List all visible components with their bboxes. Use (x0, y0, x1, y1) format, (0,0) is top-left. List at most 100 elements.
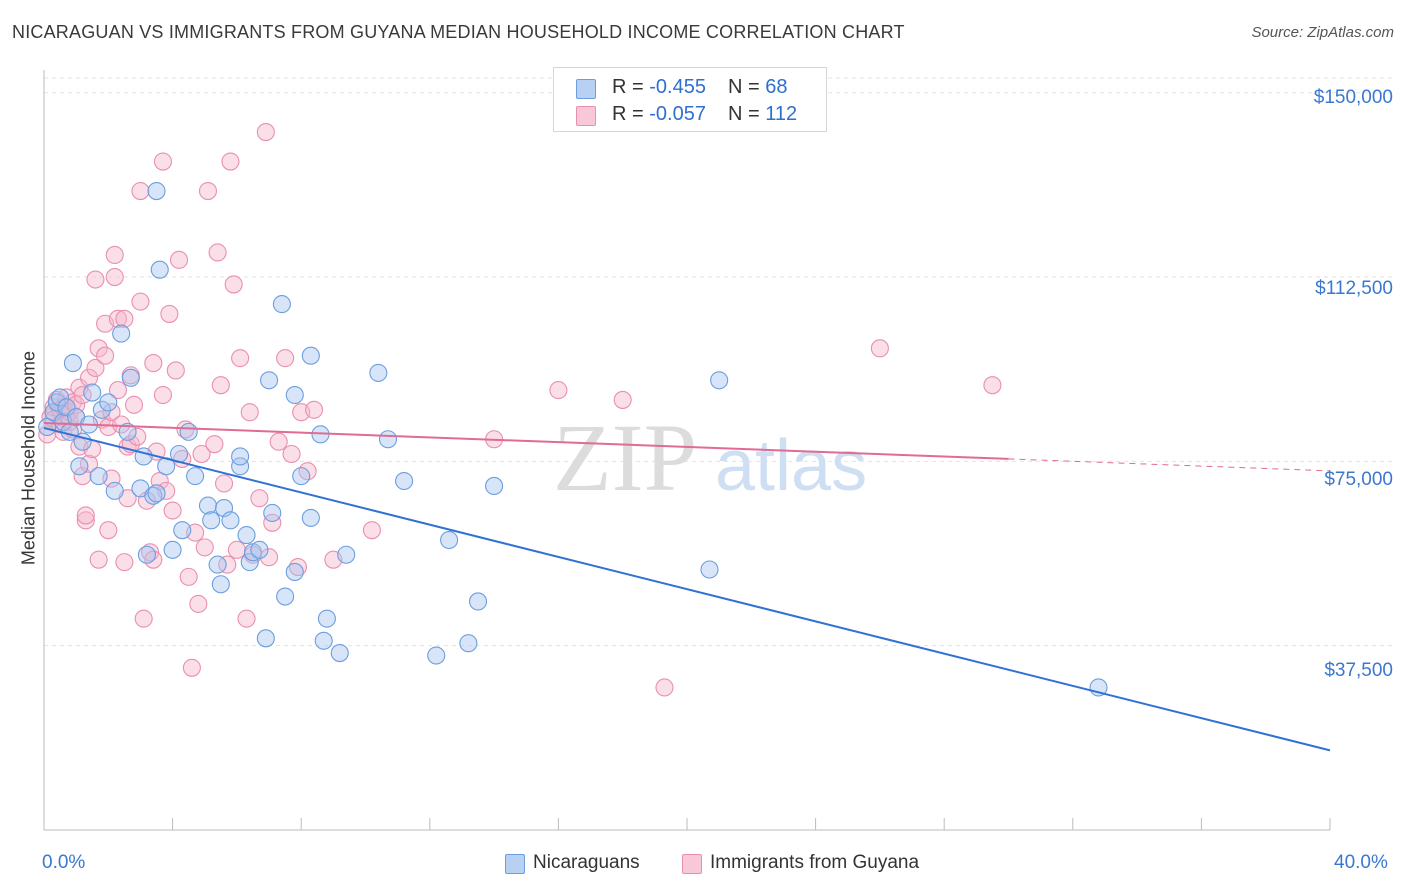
watermark-zip: ZIP (553, 404, 697, 511)
point-guyana (269, 432, 288, 451)
point-nicaraguan (147, 181, 166, 201)
point-guyana (86, 270, 105, 289)
legend-r-value: -0.455 (649, 76, 706, 98)
legend-n-label: N = (727, 76, 766, 98)
point-nicaraguan (285, 385, 304, 405)
point-guyana (79, 368, 99, 387)
legend-n-label: N = (727, 103, 766, 125)
point-nicaraguan (92, 400, 111, 419)
series-guyana-points (38, 123, 1002, 697)
point-guyana (99, 521, 118, 540)
point-guyana (182, 658, 201, 677)
x-tick-max: 40.0% (1334, 852, 1388, 873)
axes (43, 70, 1331, 831)
point-guyana (169, 250, 189, 269)
point-nicaraguan (57, 398, 76, 417)
point-guyana (214, 474, 234, 493)
point-guyana (549, 381, 568, 400)
point-nicaraguan (163, 540, 182, 559)
point-nicaraguan (63, 354, 82, 373)
point-nicaraguan (198, 496, 218, 515)
trend-lines (43, 422, 1331, 752)
point-nicaraguan (427, 646, 446, 665)
bottom-legend-swatch-blue (505, 854, 525, 874)
point-guyana (250, 489, 269, 508)
legend-swatch-pink (576, 106, 596, 126)
point-nicaraguan (459, 634, 478, 653)
legend-n-value: 112 (765, 103, 798, 125)
point-nicaraguan (186, 467, 205, 486)
point-guyana (195, 538, 214, 557)
legend-r-label: R = (612, 76, 650, 98)
point-nicaraguan (250, 540, 269, 559)
point-nicaraguan (317, 609, 336, 628)
point-guyana (128, 427, 147, 446)
point-guyana (655, 678, 674, 697)
point-nicaraguan (259, 371, 279, 390)
point-guyana (108, 381, 127, 400)
stats-legend: R = -0.455 N = 68 R = -0.057 N = 112 (553, 67, 827, 132)
point-nicaraguan (202, 511, 221, 530)
point-guyana (208, 243, 227, 262)
x-tick-min: 0.0% (42, 852, 86, 873)
point-guyana (231, 349, 250, 368)
point-nicaraguan (70, 457, 89, 476)
point-guyana (218, 555, 237, 574)
point-guyana (131, 292, 150, 311)
point-guyana (983, 376, 1002, 395)
point-nicaraguan (485, 476, 504, 495)
point-guyana (870, 339, 889, 358)
y-tick-37500: $37,500 (1324, 660, 1393, 681)
point-nicaraguan (99, 393, 118, 412)
point-nicaraguan (118, 422, 137, 441)
point-guyana (153, 385, 173, 405)
point-nicaraguan (51, 388, 70, 407)
point-guyana (305, 400, 324, 419)
watermark-atlas: atlas (715, 426, 867, 506)
point-nicaraguan (173, 521, 192, 540)
point-guyana (96, 346, 115, 365)
point-nicaraguan (710, 371, 729, 390)
point-nicaraguan (337, 545, 356, 564)
y-tick-75000: $75,000 (1324, 469, 1393, 490)
point-nicaraguan (144, 486, 163, 505)
point-guyana (115, 309, 134, 328)
point-guyana (240, 403, 259, 422)
y-axis-label: Median Household Income (18, 350, 39, 566)
point-nicaraguan (179, 422, 198, 441)
point-guyana (160, 304, 179, 323)
point-nicaraguan (147, 484, 166, 503)
trend-line-guyana-extension (1008, 458, 1331, 472)
y-tick-112500: $112,500 (1315, 278, 1393, 299)
point-guyana (76, 511, 95, 530)
point-nicaraguan (272, 295, 291, 314)
point-guyana (227, 540, 246, 559)
point-guyana (89, 339, 108, 358)
point-guyana (112, 415, 131, 434)
point-nicaraguan (395, 471, 414, 491)
point-guyana (198, 181, 218, 201)
point-guyana (144, 354, 163, 373)
point-nicaraguan (440, 530, 459, 550)
point-guyana (179, 567, 198, 586)
point-guyana (105, 268, 124, 287)
legend-n-value: 68 (765, 76, 788, 98)
point-guyana (613, 390, 632, 409)
point-nicaraguan (700, 560, 719, 579)
point-nicaraguan (378, 430, 398, 449)
trend-line-guyana (43, 422, 1009, 460)
point-nicaraguan (301, 346, 320, 365)
bottom-legend-label: Nicaraguans (533, 852, 640, 873)
chart-title: NICARAGUAN VS IMMIGRANTS FROM GUYANA MED… (12, 22, 905, 42)
point-guyana (108, 309, 127, 328)
point-nicaraguan (240, 553, 259, 572)
point-guyana (115, 553, 134, 572)
point-nicaraguan (301, 508, 320, 527)
point-nicaraguan (285, 562, 304, 582)
point-guyana (282, 444, 301, 464)
point-guyana (224, 275, 243, 294)
point-guyana (256, 123, 275, 142)
point-guyana (205, 435, 224, 454)
point-guyana (288, 557, 308, 577)
